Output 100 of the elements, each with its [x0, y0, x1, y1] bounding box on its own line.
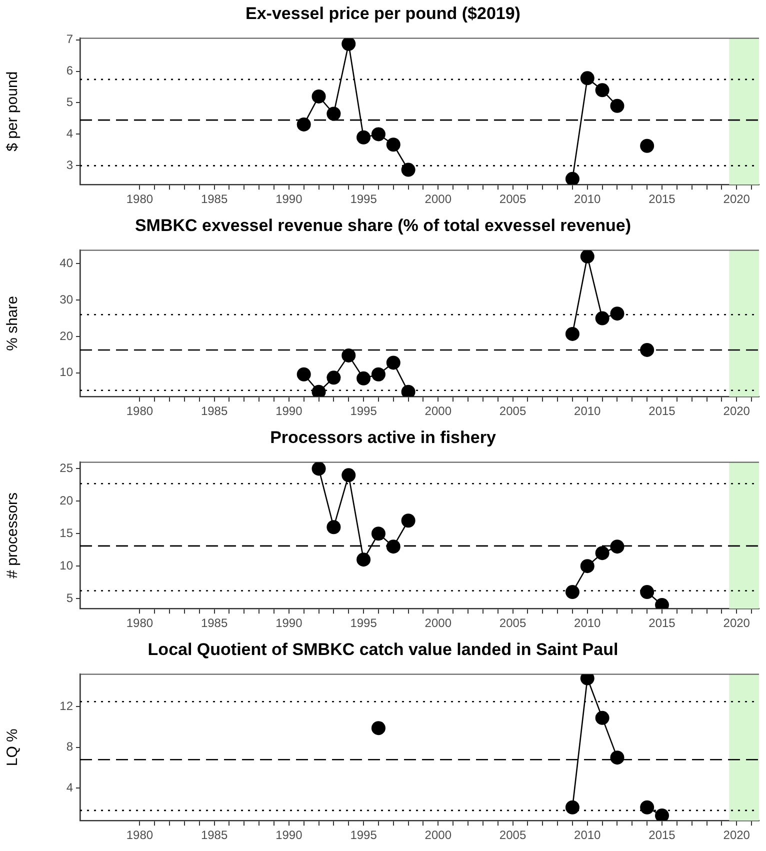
point	[565, 800, 580, 814]
point	[640, 342, 654, 357]
x-tick-label: 1995	[350, 192, 378, 206]
y-axis-title: $ per pound	[4, 71, 22, 152]
x-tick-label: 2000	[424, 404, 452, 418]
x-tick-label: 2000	[424, 192, 452, 206]
point	[401, 162, 416, 177]
point	[386, 540, 400, 554]
point	[386, 356, 400, 370]
point	[580, 71, 594, 86]
x-tick-label: 1985	[200, 404, 228, 418]
x-tick-label: 2010	[574, 404, 602, 418]
x-tick-label: 1980	[126, 828, 154, 842]
chart-title: Ex-vessel price per pound ($2019)	[244, 4, 522, 24]
y-tick-label: 7	[66, 32, 74, 46]
x-tick-label: 1985	[200, 828, 228, 842]
x-tick-label: 1990	[276, 404, 303, 418]
y-tick-label: 30	[60, 292, 74, 306]
point	[580, 250, 594, 264]
point	[640, 138, 654, 153]
y-tick-label: 12	[60, 699, 74, 714]
y-tick-label: 4	[66, 780, 74, 794]
x-tick-label: 2020	[723, 828, 750, 842]
point	[312, 384, 326, 397]
point	[565, 172, 580, 185]
y-tick-label: 15	[60, 526, 74, 540]
x-tick-label: 2010	[574, 616, 602, 630]
y-tick-label: 10	[60, 365, 74, 380]
x-tick-label: 2010	[574, 828, 602, 842]
point	[371, 127, 386, 142]
point	[371, 526, 386, 541]
point	[640, 800, 654, 814]
x-tick-label: 1990	[276, 828, 303, 842]
x-tick-label: 2000	[424, 616, 452, 630]
point	[610, 540, 624, 554]
point	[401, 514, 416, 528]
x-tick-label: 2010	[574, 192, 602, 206]
point	[580, 559, 594, 574]
point	[565, 585, 580, 600]
y-tick-label: 8	[66, 740, 74, 754]
point	[326, 520, 341, 534]
y-axis-title: % share	[4, 296, 22, 351]
point	[610, 98, 624, 113]
point	[595, 311, 610, 326]
x-tick-label: 1995	[350, 404, 378, 418]
point	[610, 750, 624, 765]
y-tick-label: 20	[60, 493, 74, 508]
y-tick-label: 40	[60, 256, 74, 270]
chart-title: Processors active in fishery	[269, 428, 497, 448]
point	[356, 552, 371, 567]
point	[356, 371, 371, 386]
x-tick-label: 2000	[424, 828, 452, 842]
point	[296, 117, 311, 132]
point	[326, 370, 341, 385]
y-tick-label: 4	[66, 126, 74, 141]
y-tick-label: 25	[60, 461, 74, 476]
point	[386, 138, 400, 152]
y-tick-label: 10	[60, 558, 74, 572]
point	[312, 89, 326, 104]
x-tick-label: 2020	[723, 404, 750, 418]
chart-title: SMBKC exvessel revenue share (% of total exvessel revenue)	[134, 216, 632, 236]
x-tick-label: 1990	[276, 616, 303, 630]
point	[326, 106, 341, 121]
point	[401, 384, 416, 397]
point	[342, 348, 356, 362]
point	[595, 83, 610, 98]
chart-title: Local Quotient of SMBKC catch value landed in Saint Paul	[146, 640, 620, 660]
x-tick-label: 1985	[200, 616, 228, 630]
x-tick-label: 2015	[648, 192, 676, 206]
x-tick-label: 1985	[200, 192, 228, 206]
point	[610, 306, 624, 321]
y-tick-label: 6	[66, 64, 74, 78]
point	[655, 808, 669, 821]
y-axis-title: LQ %	[4, 728, 22, 766]
x-tick-label: 2015	[648, 828, 676, 842]
y-tick-label: 5	[66, 95, 74, 110]
point	[565, 326, 580, 341]
x-tick-label: 2020	[723, 616, 750, 630]
point	[342, 38, 356, 51]
point	[595, 710, 610, 725]
point	[312, 462, 326, 476]
x-tick-label: 1980	[126, 192, 154, 206]
y-tick-label: 5	[66, 590, 74, 605]
y-tick-label: 20	[60, 328, 74, 343]
x-tick-label: 2005	[499, 192, 526, 206]
y-tick-label: 3	[66, 158, 74, 172]
point	[296, 367, 311, 382]
point	[640, 585, 654, 600]
x-tick-label: 1995	[350, 828, 378, 842]
x-tick-label: 2015	[648, 616, 676, 630]
x-tick-label: 1980	[126, 616, 154, 630]
point	[371, 367, 386, 382]
point	[342, 468, 356, 482]
point	[356, 130, 371, 144]
x-tick-label: 1995	[350, 616, 378, 630]
point	[595, 546, 610, 560]
x-tick-label: 2015	[648, 404, 676, 418]
x-tick-label: 2005	[499, 404, 526, 418]
x-tick-label: 2005	[499, 828, 526, 842]
x-tick-label: 2005	[499, 616, 526, 630]
